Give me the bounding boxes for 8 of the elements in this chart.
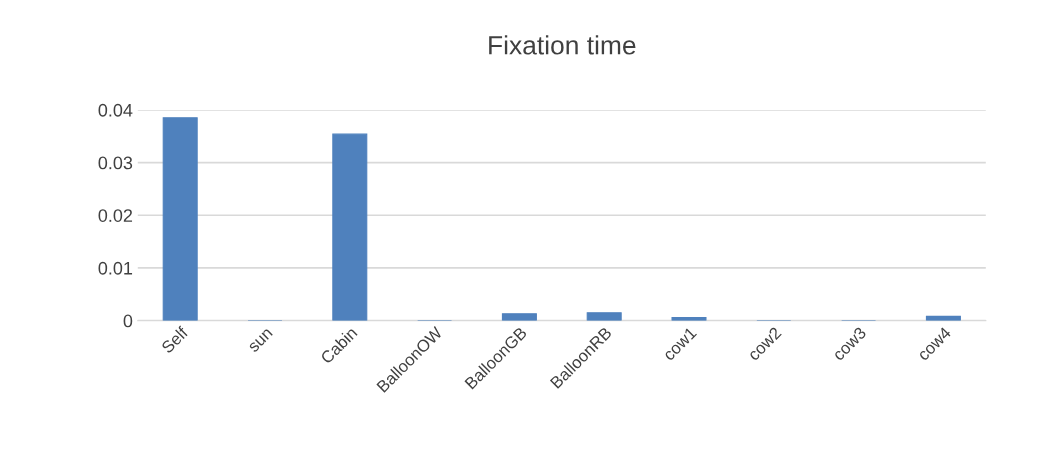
- y-tick-label: 0.01: [98, 261, 133, 275]
- y-tick-label: 0.03: [98, 156, 133, 170]
- y-tick-label: 0.04: [98, 103, 133, 117]
- y-tick-label: 0.02: [98, 209, 133, 222]
- x-tick-label: sun: [248, 328, 273, 353]
- x-tick-label: Self: [160, 325, 189, 354]
- chart-title: Fixation time: [489, 35, 636, 55]
- y-tick-label: 0: [123, 314, 133, 328]
